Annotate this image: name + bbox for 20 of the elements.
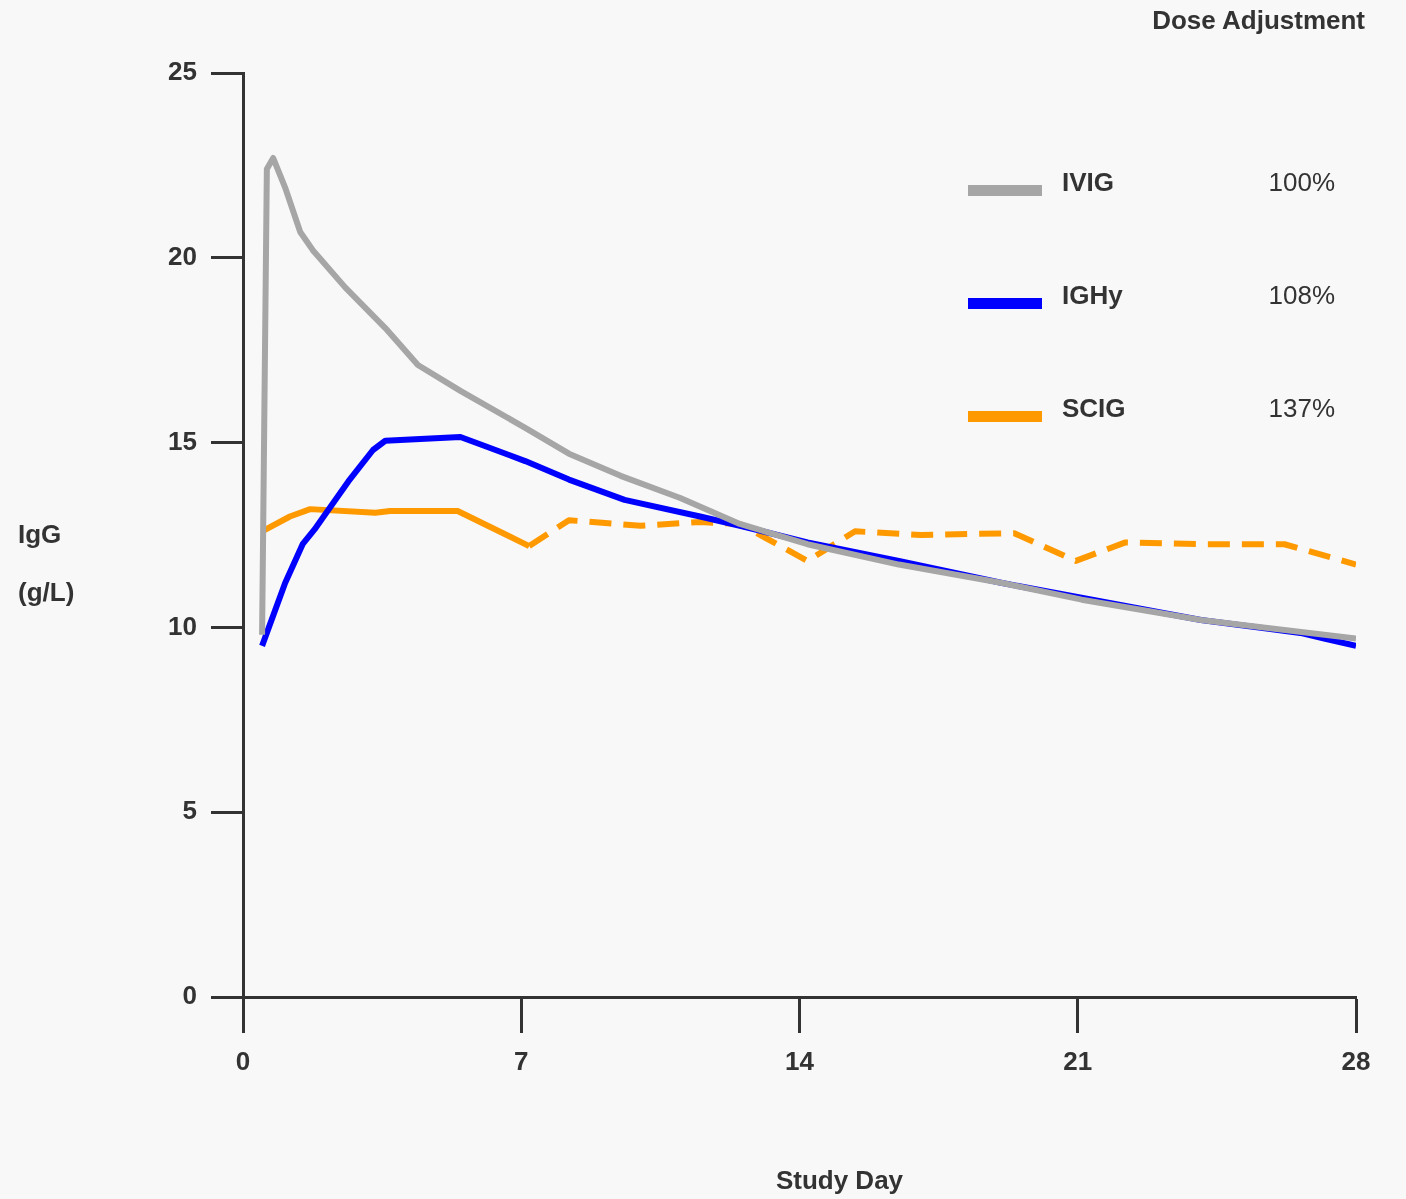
y-tick-label: 10 (168, 610, 197, 641)
x-tick-label: 0 (235, 1045, 251, 1076)
annotation: 100% (1268, 167, 1335, 198)
x-tick-label: 21 (1063, 1045, 1093, 1076)
x-axis-title: Study Day (775, 1165, 904, 1196)
y-axis-title: IgG (g/L) (18, 519, 75, 608)
y-tick-label: 20 (168, 240, 197, 271)
legend-label: IVIG (1062, 167, 1115, 198)
y-tick-label: 5 (182, 795, 197, 826)
annotation: 137% (1268, 393, 1335, 424)
y-tick-label: 0 (182, 980, 197, 1011)
x-tick-label: 14 (785, 1045, 815, 1076)
y-tick-label: 15 (168, 425, 197, 456)
legend-label: IGHy (1062, 280, 1124, 311)
x-tick-label: 7 (514, 1045, 529, 1076)
annotation: 108% (1268, 280, 1335, 311)
legend-title: Dose Adjustment (1152, 5, 1366, 36)
legend-label: SCIG (1062, 393, 1126, 424)
y-tick-label: 25 (168, 56, 197, 87)
x-tick-label: 28 (1341, 1045, 1371, 1076)
